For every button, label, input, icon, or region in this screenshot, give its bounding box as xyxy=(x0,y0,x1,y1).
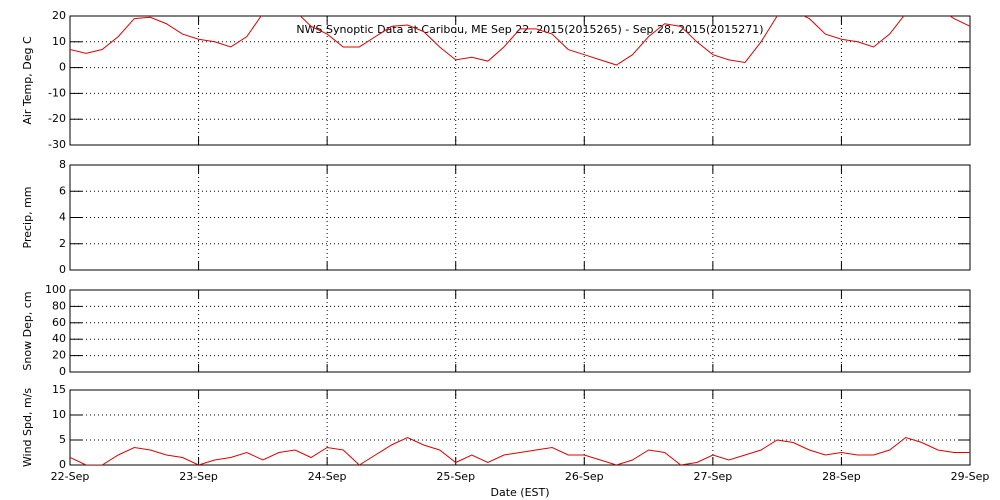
y-tick-label: 100 xyxy=(45,283,66,296)
y-axis-label: Precip, mm xyxy=(21,187,34,249)
y-tick-label: 2 xyxy=(59,237,66,250)
y-tick-label: -20 xyxy=(48,112,66,125)
y-tick-label: 80 xyxy=(52,299,66,312)
y-tick-label: 6 xyxy=(59,184,66,197)
y-tick-label: 4 xyxy=(59,211,66,224)
x-tick-label: 27-Sep xyxy=(694,470,733,483)
y-tick-label: 20 xyxy=(52,349,66,362)
y-tick-label: -30 xyxy=(48,138,66,151)
y-tick-label: 40 xyxy=(52,332,66,345)
x-tick-label: 22-Sep xyxy=(51,470,90,483)
y-tick-label: -10 xyxy=(48,86,66,99)
plot-frame xyxy=(69,389,971,466)
y-tick-label: 8 xyxy=(59,158,66,171)
plot-frame xyxy=(69,15,971,146)
x-tick-label: 25-Sep xyxy=(436,470,475,483)
data-line xyxy=(70,16,970,66)
x-tick-label: 23-Sep xyxy=(179,470,218,483)
plot-frame xyxy=(69,289,971,373)
y-tick-label: 0 xyxy=(59,458,66,471)
x-axis-label: Date (EST) xyxy=(490,486,549,499)
x-tick-label: 26-Sep xyxy=(565,470,604,483)
chart-title: NWS Synoptic Data at Caribou, ME Sep 22,… xyxy=(296,23,763,36)
y-tick-label: 60 xyxy=(52,316,66,329)
x-tick-label: 24-Sep xyxy=(308,470,347,483)
data-line xyxy=(70,436,970,465)
y-tick-label: 20 xyxy=(52,9,66,22)
y-tick-label: 0 xyxy=(59,365,66,378)
y-axis-label: Air Temp, Deg C xyxy=(21,36,34,125)
y-tick-label: 0 xyxy=(59,263,66,276)
y-tick-label: 5 xyxy=(59,433,66,446)
y-axis-label: Wind Spd, m/s xyxy=(21,388,34,468)
x-tick-label: 29-Sep xyxy=(951,470,990,483)
y-tick-label: 10 xyxy=(52,408,66,421)
y-tick-label: 10 xyxy=(52,35,66,48)
y-tick-label: 0 xyxy=(59,61,66,74)
x-tick-label: 28-Sep xyxy=(822,470,861,483)
y-tick-label: 15 xyxy=(52,383,66,396)
y-axis-label: Snow Dep, cm xyxy=(21,291,34,370)
